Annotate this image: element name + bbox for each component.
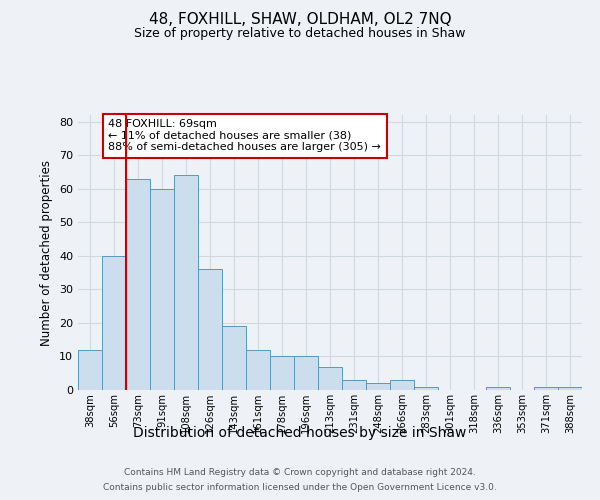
Bar (414, 386, 438, 390)
Text: 48, FOXHILL, SHAW, OLDHAM, OL2 7NQ: 48, FOXHILL, SHAW, OLDHAM, OL2 7NQ (149, 12, 451, 28)
Text: 48 FOXHILL: 69sqm
← 11% of detached houses are smaller (38)
88% of semi-detached: 48 FOXHILL: 69sqm ← 11% of detached hous… (108, 119, 381, 152)
Bar (294, 356, 318, 390)
Y-axis label: Number of detached properties: Number of detached properties (40, 160, 53, 346)
Bar (78, 350, 102, 390)
Text: Distribution of detached houses by size in Shaw: Distribution of detached houses by size … (133, 426, 467, 440)
Bar (534, 386, 558, 390)
Text: Contains public sector information licensed under the Open Government Licence v3: Contains public sector information licen… (103, 483, 497, 492)
Bar (222, 326, 246, 390)
Bar (390, 380, 414, 390)
Bar (342, 380, 366, 390)
Bar (102, 256, 126, 390)
Bar (174, 176, 198, 390)
Bar (198, 270, 222, 390)
Text: Contains HM Land Registry data © Crown copyright and database right 2024.: Contains HM Land Registry data © Crown c… (124, 468, 476, 477)
Bar (126, 178, 150, 390)
Bar (486, 386, 510, 390)
Bar (558, 386, 582, 390)
Bar (150, 189, 174, 390)
Bar (270, 356, 294, 390)
Text: Size of property relative to detached houses in Shaw: Size of property relative to detached ho… (134, 28, 466, 40)
Bar (318, 366, 342, 390)
Bar (366, 384, 390, 390)
Bar (246, 350, 270, 390)
